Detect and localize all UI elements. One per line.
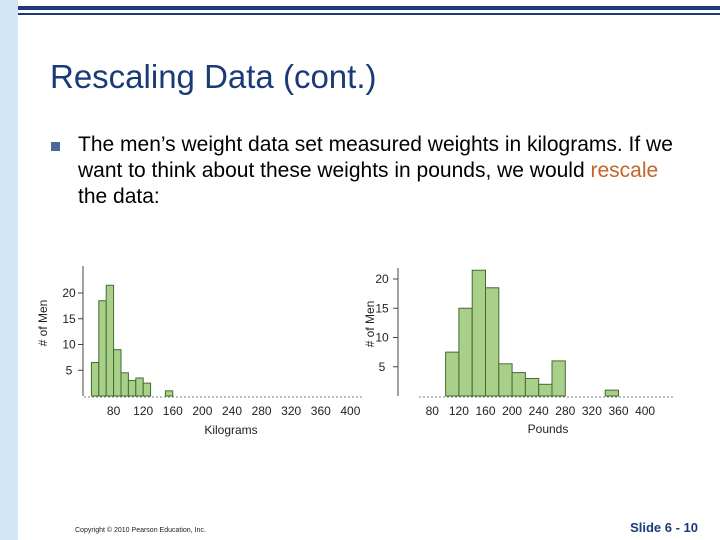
lb-y-tick-label: 5: [379, 360, 386, 374]
lb-y-tick-label: 15: [375, 301, 389, 315]
lb-x-tick-label: 80: [426, 404, 440, 418]
lb-histogram-bar: [551, 360, 566, 397]
lb-histogram-bar: [471, 269, 487, 397]
kg-y-axis-title: # of Men: [36, 300, 50, 347]
kg-histogram-bar: [105, 284, 115, 397]
kg-x-tick-label: 360: [311, 404, 331, 418]
kg-histogram-bar: [98, 300, 107, 397]
lb-x-tick-label: 200: [502, 404, 522, 418]
kg-histogram-bar: [142, 382, 152, 397]
lb-y-axis-title: # of Men: [363, 301, 377, 348]
lb-x-tick-label: 280: [555, 404, 575, 418]
lb-x-tick-label: 360: [608, 404, 628, 418]
kg-histogram-bar: [113, 349, 122, 397]
kg-x-tick-label: 280: [252, 404, 272, 418]
kg-histogram-bar: [90, 362, 100, 397]
kg-x-tick-label: 80: [107, 404, 121, 418]
kg-x-axis-title: Kilograms: [204, 423, 257, 437]
lb-x-axis-title: Pounds: [528, 422, 569, 436]
top-rule-thin: [18, 13, 720, 15]
lb-histogram-bar: [604, 389, 620, 397]
lb-y-tick-label: 10: [375, 331, 389, 345]
bullet-text-end: the data:: [78, 185, 160, 208]
bullet-text-start: The men’s weight data set measured weigh…: [78, 133, 673, 182]
lb-x-tick-label: 240: [529, 404, 549, 418]
slide-title: Rescaling Data (cont.): [50, 58, 377, 95]
kg-x-tick-label: 320: [281, 404, 301, 418]
kg-y-tick-label: 20: [62, 286, 76, 300]
lb-histogram-bar: [458, 307, 473, 397]
lb-x-tick-label: 160: [475, 404, 495, 418]
kg-y-tick-label: 15: [62, 312, 76, 326]
bullet-text: The men’s weight data set measured weigh…: [78, 132, 678, 210]
copyright-notice: Copyright © 2010 Pearson Education, Inc.: [75, 527, 206, 534]
kg-histogram-bar: [127, 380, 137, 397]
lb-y-tick-label: 20: [375, 272, 389, 286]
left-accent-band: [0, 0, 18, 540]
lb-x-tick-label: 320: [582, 404, 602, 418]
kg-x-tick-label: 240: [222, 404, 242, 418]
top-rule: [18, 6, 720, 10]
slide-number: Slide 6 - 10: [630, 520, 698, 535]
lb-histogram-bar: [445, 351, 460, 397]
bullet-highlight: rescale: [590, 159, 659, 182]
kg-x-tick-label: 200: [192, 404, 212, 418]
kg-y-tick-label: 5: [66, 363, 73, 377]
lb-histogram-bar: [485, 287, 500, 397]
kg-x-tick-label: 120: [133, 404, 153, 418]
kg-y-tick-label: 10: [62, 338, 76, 352]
lb-histogram-bar: [538, 383, 553, 397]
kg-histogram-bar: [135, 377, 144, 397]
kg-x-tick-label: 160: [163, 404, 183, 418]
lb-x-tick-label: 400: [635, 404, 655, 418]
kg-x-tick-label: 400: [340, 404, 360, 418]
kg-histogram-bar: [120, 372, 129, 397]
lb-histogram-bar: [498, 363, 513, 397]
lb-histogram-bar: [511, 372, 526, 397]
lb-histogram-bar: [524, 377, 540, 397]
bullet-marker: [51, 142, 60, 151]
lb-x-tick-label: 120: [449, 404, 469, 418]
kg-histogram-bar: [164, 390, 174, 397]
